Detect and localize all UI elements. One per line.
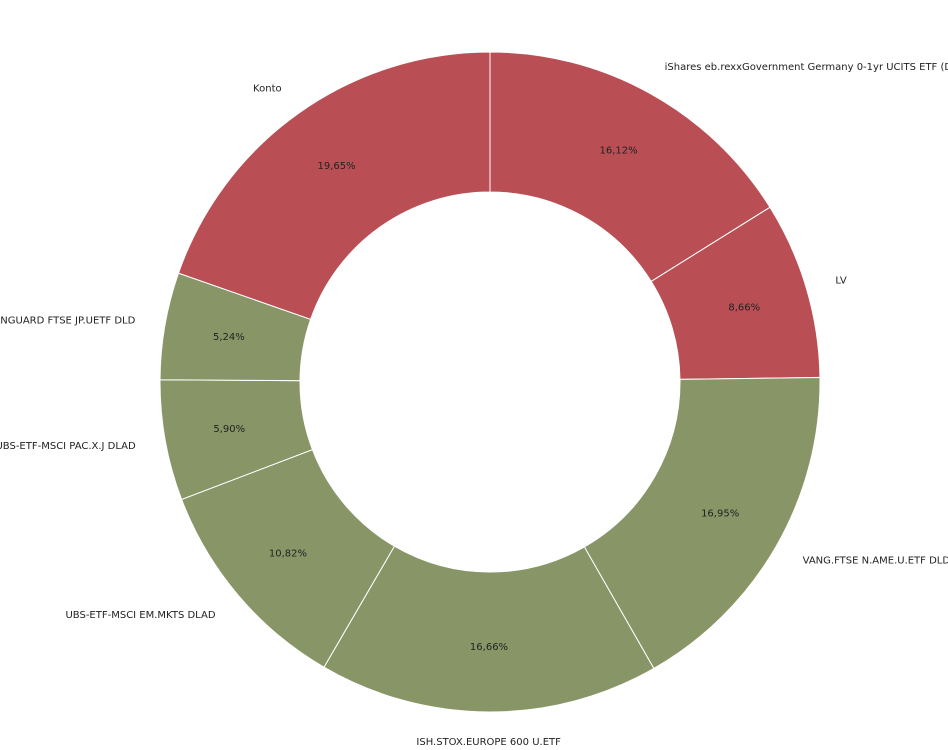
value-label: 5,90% bbox=[213, 424, 245, 435]
slice-label: UBS-ETF-MSCI EM.MKTS DLAD bbox=[65, 610, 215, 621]
donut-slice bbox=[177, 51, 491, 320]
slice-label: UBS-ETF-MSCI PAC.X.J DLAD bbox=[0, 441, 136, 452]
slice-label: Konto bbox=[253, 83, 282, 94]
donut-slice bbox=[583, 376, 821, 670]
slice-label: VANG.FTSE N.AME.U.ETF DLD bbox=[803, 555, 948, 566]
value-label: 16,12% bbox=[599, 145, 637, 156]
slice-label: ISH.STOX.EUROPE 600 U.ETF bbox=[416, 737, 561, 748]
value-label: 19,65% bbox=[318, 161, 356, 172]
slice-label: LV bbox=[835, 275, 846, 286]
value-label: 8,66% bbox=[728, 302, 760, 313]
value-label: 16,95% bbox=[701, 508, 739, 519]
value-label: 10,82% bbox=[269, 548, 307, 559]
value-label: 16,66% bbox=[470, 642, 508, 653]
value-label: 5,24% bbox=[213, 332, 245, 343]
donut-slice bbox=[489, 51, 771, 283]
slice-label: iShares eb.rexxGovernment Germany 0-1yr … bbox=[665, 62, 948, 73]
donut-slice bbox=[323, 545, 655, 713]
slice-label: VANGUARD FTSE JP.UETF DLD bbox=[0, 316, 136, 327]
